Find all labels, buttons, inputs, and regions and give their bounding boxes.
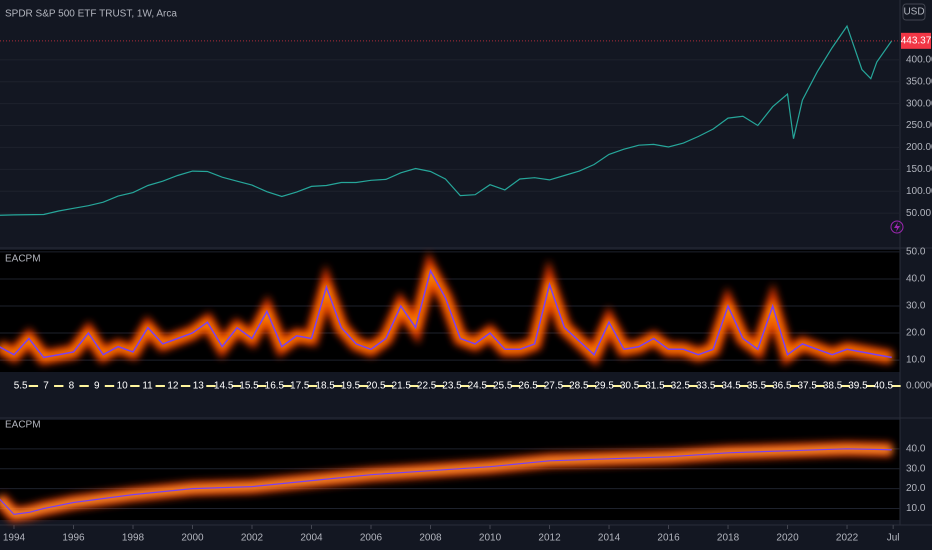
period-label: 40.5 [874, 381, 894, 392]
y-tick-label: 30.0 [906, 463, 926, 474]
period-label: 11 [142, 381, 153, 392]
series-line [0, 448, 892, 516]
series-line [0, 24, 893, 216]
x-tick-label: 1996 [62, 533, 85, 544]
period-label: 17.5 [290, 381, 310, 392]
period-label: 13 [193, 381, 205, 392]
x-tick-label: Jul [887, 533, 900, 544]
x-tick-label: 2020 [776, 533, 799, 544]
period-label: 28.5 [569, 381, 589, 392]
currency[interactable]: USD [903, 7, 924, 18]
period-label: 7 [43, 381, 49, 392]
period-label: 14.5 [214, 381, 234, 392]
x-tick-label: 2018 [717, 533, 740, 544]
period-label: 32.5 [671, 381, 691, 392]
period-label: 8 [69, 381, 75, 392]
period-label: 24.5 [468, 381, 488, 392]
y-tick-label: 100.00 [906, 186, 932, 197]
y-tick-label: 10.0 [906, 503, 926, 514]
period-label: 34.5 [721, 381, 741, 392]
x-tick-label: 2006 [360, 533, 383, 544]
y-tick-label: 50.00 [906, 208, 931, 219]
y-tick-label: 300.00 [906, 98, 932, 109]
last-price-tag [901, 32, 931, 49]
chart-title: SPDR S&P 500 ETF TRUST, 1W, Arca [5, 9, 177, 20]
alert-icon-bolt [894, 222, 900, 232]
x-tick-label: 2010 [479, 533, 502, 544]
y-tick-label: 200.00 [906, 142, 932, 153]
period-label: 39.5 [848, 381, 868, 392]
y-tick-label: 40.0 [906, 443, 926, 454]
period-label: 38.5 [823, 381, 843, 392]
period-label: 19.5 [341, 381, 361, 392]
period-label: 20.5 [366, 381, 386, 392]
x-tick-label: 2022 [836, 533, 859, 544]
status-value: 0.0000 [906, 381, 932, 392]
period-label: 9 [94, 381, 100, 392]
period-label: 16.5 [265, 381, 285, 392]
currency-button[interactable] [902, 3, 926, 21]
period-label: 26.5 [518, 381, 538, 392]
period-label: 5.5 [14, 381, 28, 392]
period-label: 35.5 [747, 381, 767, 392]
period-label: 15.5 [239, 381, 259, 392]
x-tick-label: 2004 [300, 533, 323, 544]
x-tick-label: 2016 [657, 533, 680, 544]
x-tick-label: 2008 [419, 533, 442, 544]
alert-icon[interactable] [890, 220, 904, 234]
pane-title: EACPM [5, 254, 41, 265]
y-tick-label: 10.0 [906, 355, 926, 366]
period-label: 37.5 [797, 381, 817, 392]
period-label: 12 [167, 381, 179, 392]
period-label: 23.5 [442, 381, 462, 392]
period-label: 36.5 [772, 381, 792, 392]
series-line [0, 268, 892, 359]
y-tick-label: 250.00 [906, 120, 932, 131]
period-label: 29.5 [594, 381, 614, 392]
period-label: 22.5 [417, 381, 437, 392]
pane-title: EACPM [5, 420, 41, 431]
y-tick-label: 20.0 [906, 328, 926, 339]
x-tick-label: 2012 [538, 533, 561, 544]
y-tick-label: 150.00 [906, 164, 932, 175]
y-tick-label: 400.00 [906, 54, 932, 65]
y-tick-label: 30.0 [906, 301, 926, 312]
y-tick-label: 20.0 [906, 483, 926, 494]
y-tick-label: 40.0 [906, 274, 926, 285]
x-tick-label: 2000 [181, 533, 204, 544]
period-label: 33.5 [696, 381, 716, 392]
x-tick-label: 2014 [598, 533, 621, 544]
y-tick-label: 50.0 [906, 247, 926, 258]
period-label: 18.5 [315, 381, 335, 392]
x-tick-label: 1998 [122, 533, 145, 544]
last-price-label: 443.37 [901, 35, 932, 46]
period-label: 10 [117, 381, 129, 392]
period-label: 21.5 [392, 381, 412, 392]
period-label: 30.5 [620, 381, 640, 392]
period-label: 25.5 [493, 381, 513, 392]
x-tick-label: 2002 [241, 533, 264, 544]
y-tick-label: 350.00 [906, 76, 932, 87]
period-label: 27.5 [544, 381, 564, 392]
period-label: 31.5 [645, 381, 665, 392]
x-tick-label: 1994 [3, 533, 26, 544]
